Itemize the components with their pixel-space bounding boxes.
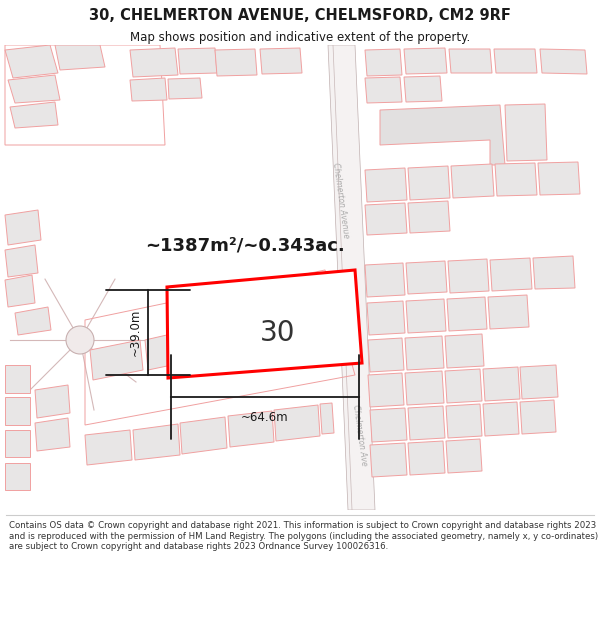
Polygon shape	[380, 105, 505, 165]
Polygon shape	[133, 424, 180, 460]
Polygon shape	[168, 78, 202, 99]
Polygon shape	[320, 403, 334, 434]
Polygon shape	[451, 164, 494, 198]
Polygon shape	[228, 411, 274, 447]
Circle shape	[66, 326, 94, 354]
Polygon shape	[449, 49, 492, 73]
Polygon shape	[408, 201, 450, 233]
Polygon shape	[15, 307, 51, 335]
Polygon shape	[365, 203, 407, 235]
Polygon shape	[446, 404, 482, 438]
Polygon shape	[250, 306, 298, 347]
Polygon shape	[408, 441, 445, 475]
Polygon shape	[90, 340, 143, 380]
Polygon shape	[260, 48, 302, 74]
Polygon shape	[405, 371, 444, 405]
Text: ~1387m²/~0.343ac.: ~1387m²/~0.343ac.	[145, 236, 345, 254]
Polygon shape	[198, 317, 248, 357]
Polygon shape	[55, 45, 105, 70]
Polygon shape	[35, 385, 70, 418]
Polygon shape	[370, 443, 407, 477]
Polygon shape	[495, 163, 537, 196]
Polygon shape	[8, 75, 60, 103]
Text: Chelmerton Avenue: Chelmerton Avenue	[331, 162, 351, 238]
Polygon shape	[365, 263, 405, 297]
Polygon shape	[178, 48, 217, 74]
Polygon shape	[10, 102, 58, 128]
Polygon shape	[488, 295, 529, 329]
Polygon shape	[365, 77, 402, 103]
Text: Chelmerton Ave: Chelmerton Ave	[351, 404, 369, 466]
Text: Map shows position and indicative extent of the property.: Map shows position and indicative extent…	[130, 31, 470, 44]
Polygon shape	[494, 49, 537, 73]
Polygon shape	[368, 373, 404, 407]
Polygon shape	[446, 439, 482, 473]
Text: ~64.6m: ~64.6m	[241, 411, 289, 424]
Polygon shape	[5, 365, 30, 393]
Polygon shape	[130, 78, 167, 101]
Polygon shape	[145, 329, 196, 370]
Polygon shape	[180, 417, 227, 454]
Polygon shape	[490, 258, 532, 291]
Polygon shape	[35, 418, 70, 451]
Polygon shape	[406, 261, 447, 294]
Text: 30, CHELMERTON AVENUE, CHELMSFORD, CM2 9RF: 30, CHELMERTON AVENUE, CHELMSFORD, CM2 9…	[89, 8, 511, 23]
Polygon shape	[448, 259, 489, 293]
Polygon shape	[447, 297, 487, 331]
Polygon shape	[167, 270, 362, 378]
Polygon shape	[406, 299, 446, 333]
Polygon shape	[370, 408, 407, 442]
Polygon shape	[215, 49, 257, 76]
Polygon shape	[328, 45, 375, 510]
Polygon shape	[367, 301, 405, 335]
Polygon shape	[5, 245, 38, 277]
Polygon shape	[445, 334, 484, 368]
Polygon shape	[85, 430, 132, 465]
Polygon shape	[520, 365, 558, 399]
Text: ~39.0m: ~39.0m	[129, 309, 142, 356]
Polygon shape	[5, 463, 30, 490]
Polygon shape	[483, 367, 520, 401]
Polygon shape	[130, 48, 178, 77]
Polygon shape	[520, 400, 556, 434]
Polygon shape	[368, 338, 404, 372]
Polygon shape	[405, 336, 444, 370]
Polygon shape	[5, 210, 41, 245]
Polygon shape	[445, 369, 482, 403]
Polygon shape	[365, 168, 407, 202]
Polygon shape	[540, 49, 587, 74]
Polygon shape	[5, 275, 35, 307]
Polygon shape	[5, 45, 58, 78]
Polygon shape	[365, 49, 402, 76]
Text: 30: 30	[260, 319, 296, 347]
Polygon shape	[404, 48, 447, 74]
Polygon shape	[408, 406, 445, 440]
Polygon shape	[5, 397, 30, 425]
Polygon shape	[300, 301, 322, 333]
Polygon shape	[483, 402, 519, 436]
Polygon shape	[505, 104, 547, 161]
Polygon shape	[5, 430, 30, 457]
Polygon shape	[408, 166, 450, 200]
Polygon shape	[533, 256, 575, 289]
Polygon shape	[404, 76, 442, 102]
Text: Contains OS data © Crown copyright and database right 2021. This information is : Contains OS data © Crown copyright and d…	[9, 521, 598, 551]
Polygon shape	[538, 162, 580, 195]
Polygon shape	[274, 405, 320, 441]
